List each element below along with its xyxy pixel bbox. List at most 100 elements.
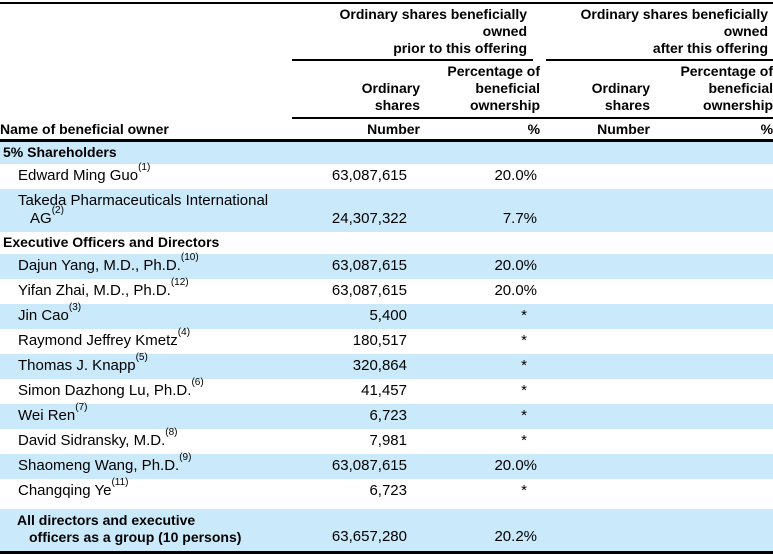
table-row: Dajun Yang, M.D., Ph.D.(10) 63,087,615 2…: [0, 253, 773, 279]
sub-header-spacer: [0, 61, 292, 119]
pct-after: [650, 404, 773, 429]
pct-prior: *: [521, 482, 528, 499]
shares-prior: 63,087,615: [292, 254, 420, 279]
group-header-line: Ordinary shares beneficially owned: [339, 6, 528, 39]
pct-after: [650, 429, 773, 454]
shares-prior: 63,087,615: [331, 167, 407, 184]
owner-name: Shaomeng Wang, Ph.D.(9): [0, 452, 292, 479]
pct-prior: *: [420, 354, 541, 379]
pct-prior: 20.0%: [420, 454, 541, 479]
footnote-ref: (9): [179, 452, 192, 463]
number-label-prior: Number: [292, 119, 420, 142]
pct-after: [650, 479, 773, 504]
table-row: Jin Cao(3) 5,400 *: [0, 302, 773, 329]
owner-name-text: David Sidransky, M.D.: [18, 432, 166, 449]
footnote-ref: (1): [138, 162, 151, 173]
number-label-after: Number: [540, 119, 651, 142]
table-row: Yifan Zhai, M.D., Ph.D.(12) 63,087,615 2…: [0, 278, 773, 304]
group-header-spacer: [0, 4, 292, 61]
owner-name-text: AG: [30, 210, 52, 227]
shares-prior: 320,864: [292, 354, 420, 379]
owner-name: Thomas J. Knapp(5): [0, 352, 292, 379]
sub-header-row: Ordinary shares Percentage of beneficial…: [0, 61, 773, 119]
footnote-ref: (6): [191, 377, 204, 388]
group-header-line: Ordinary shares beneficially owned: [580, 6, 769, 39]
shares-after: [540, 454, 651, 479]
section-row: 5% Shareholders: [0, 142, 773, 164]
owner-name: Changqing Ye(11): [0, 477, 292, 504]
total-label-text: officers as a group (10 persons): [29, 529, 242, 545]
sub-header-line: beneficial: [475, 80, 541, 96]
table-row: Edward Ming Guo(1) 63,087,615 20.0%: [0, 162, 773, 189]
pct-after: [650, 454, 773, 479]
owner-name: Raymond Jeffrey Kmetz(4): [0, 328, 292, 354]
sub-header-ordinary-shares-after: Ordinary shares: [540, 61, 651, 119]
sub-header-line: Ordinary: [361, 80, 420, 96]
shares-prior: 5,400: [292, 304, 420, 329]
owner-name: Takeda Pharmaceuticals International AG(2…: [0, 189, 292, 232]
pct-after: [650, 164, 773, 189]
table-row: Takeda Pharmaceuticals International AG(2…: [0, 189, 773, 232]
pct-prior: *: [521, 382, 528, 399]
shares-prior: 41,457: [361, 382, 407, 399]
owner-name-text: Dajun Yang, M.D., Ph.D.: [18, 257, 181, 274]
group-header-row: Ordinary shares beneficially owned prior…: [0, 4, 773, 61]
shares-after: [540, 329, 650, 354]
pct-prior: *: [420, 404, 541, 429]
owner-name: Wei Ren(7): [0, 403, 292, 429]
shares-after: [540, 404, 651, 429]
footnote-ref: (8): [165, 427, 178, 438]
owner-name: Edward Ming Guo(1): [0, 162, 292, 189]
total-label-text: All directors and executive: [17, 512, 196, 528]
pct-after: [650, 329, 773, 354]
pct-after: [650, 379, 773, 404]
section-title: Executive Officers and Directors: [3, 234, 220, 250]
footnote-ref: (5): [135, 352, 148, 363]
table-row: David Sidransky, M.D.(8) 7,981 *: [0, 427, 773, 454]
shares-prior: 180,517: [352, 332, 407, 349]
sub-header-line: shares: [374, 97, 420, 113]
total-label: All directors and executive officers as a…: [0, 504, 292, 554]
shares-after: [540, 279, 650, 304]
group-header-prior-offering: Ordinary shares beneficially owned prior…: [292, 4, 540, 61]
footnote-ref: (3): [68, 302, 82, 313]
pct-prior: *: [420, 304, 541, 329]
column-label-row: Name of beneficial owner Number % Number…: [0, 119, 773, 142]
shares-prior: 7,981: [369, 432, 407, 449]
footnote-ref: (11): [111, 477, 129, 488]
pct-prior: 20.0%: [420, 254, 541, 279]
sub-header-line: ownership: [703, 97, 773, 113]
pct-prior: 7.7%: [420, 189, 541, 232]
table-row: Shaomeng Wang, Ph.D.(9) 63,087,615 20.0%: [0, 452, 773, 479]
section-title: 5% Shareholders: [0, 142, 773, 164]
shares-after: [540, 189, 651, 232]
shares-after: [540, 379, 650, 404]
owner-name-text: Raymond Jeffrey Kmetz: [18, 332, 178, 349]
sub-header-line: Ordinary: [591, 80, 651, 96]
pct-prior: 20.2%: [420, 504, 541, 554]
shares-after: [540, 354, 651, 379]
sub-header-line: ownership: [470, 97, 541, 113]
total-row: All directors and executive officers as a…: [0, 504, 773, 554]
group-header-line: prior to this offering: [393, 40, 528, 56]
sub-header-ordinary-shares-prior: Ordinary shares: [292, 61, 420, 119]
name-column-header: Name of beneficial owner: [0, 119, 292, 142]
table-row: Simon Dazhong Lu, Ph.D.(6) 41,457 *: [0, 377, 773, 404]
table-row: Raymond Jeffrey Kmetz(4) 180,517 *: [0, 328, 773, 354]
owner-name-text: Edward Ming Guo: [18, 167, 139, 184]
owner-name-text: Yifan Zhai, M.D., Ph.D.: [18, 282, 171, 299]
table-row: Changqing Ye(11) 6,723 *: [0, 477, 773, 504]
owner-name: Dajun Yang, M.D., Ph.D.(10): [0, 253, 292, 279]
shares-after: [540, 254, 651, 279]
pct-after: [650, 189, 773, 232]
sub-header-line: Percentage of: [680, 63, 773, 79]
shares-prior: 63,087,615: [331, 282, 407, 299]
sub-header-percentage-prior: Percentage of beneficial ownership: [420, 61, 541, 119]
owner-name-text: Wei Ren: [18, 407, 76, 424]
owner-name: Yifan Zhai, M.D., Ph.D.(12): [0, 278, 292, 304]
pct-prior: 20.0%: [494, 167, 538, 184]
sub-header-line: shares: [604, 97, 651, 113]
section-row: Executive Officers and Directors: [0, 232, 773, 254]
sub-header-percentage-after: Percentage of beneficial ownership: [650, 61, 773, 119]
